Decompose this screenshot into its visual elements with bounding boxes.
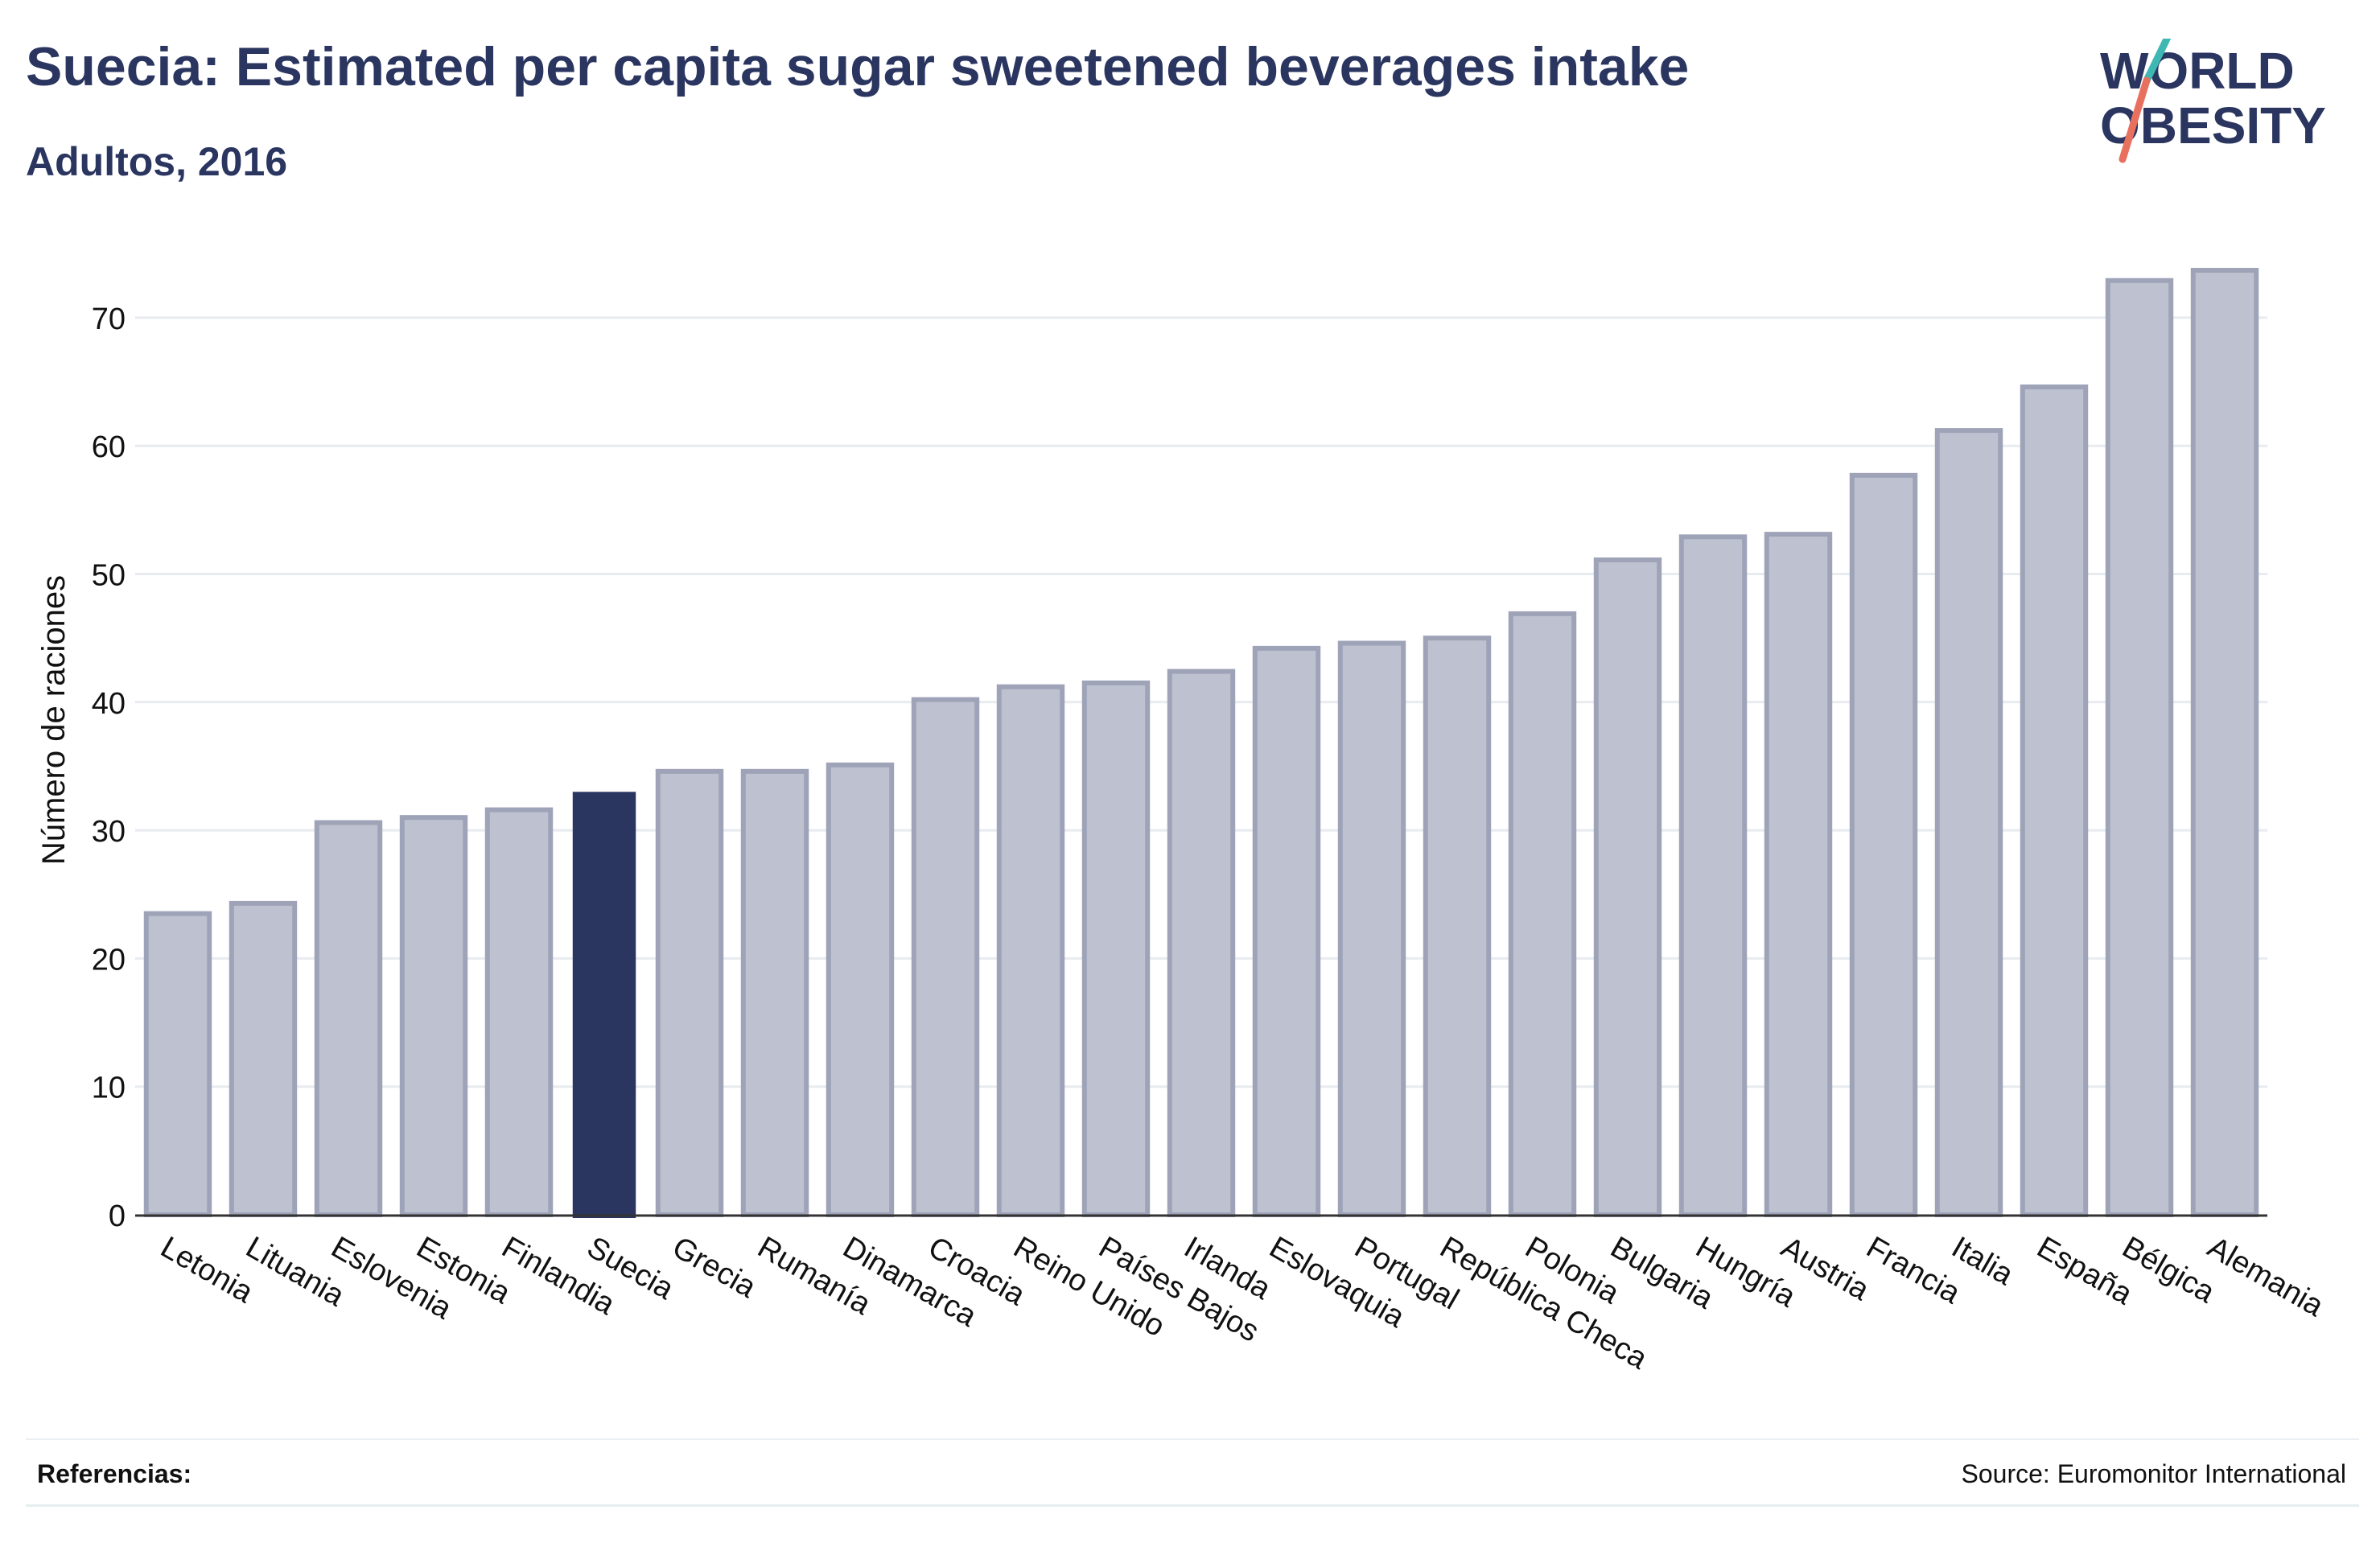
bar-suecia xyxy=(572,792,636,1218)
bar-finlandia xyxy=(484,807,554,1217)
bar-francia xyxy=(1849,472,1918,1217)
x-tick-label: España xyxy=(2032,1230,2139,1311)
logo-slash-coral-icon xyxy=(2119,76,2151,163)
bars xyxy=(143,267,2259,1218)
source-note: Source: Euromonitor International xyxy=(1961,1459,2346,1488)
y-axis-ticks: 0 10 20 30 40 50 60 70 xyxy=(92,302,126,1233)
footer-divider-top xyxy=(26,1438,2359,1440)
bar-bulgaria xyxy=(1593,557,1662,1217)
logo-slash-teal-icon xyxy=(2143,39,2172,84)
bar-grecia xyxy=(655,768,724,1217)
bar-irlanda xyxy=(1167,669,1236,1217)
bar-república-checa xyxy=(1423,636,1492,1217)
bar-letonia xyxy=(143,911,212,1218)
bar-dinamarca xyxy=(826,762,895,1217)
bar-estonia xyxy=(399,815,468,1217)
chart-title: Suecia: Estimated per capita sugar sweet… xyxy=(26,36,1690,97)
bar-bélgica xyxy=(2105,278,2174,1217)
world-obesity-logo: WORLD OBESITY xyxy=(2100,39,2326,163)
bar-países-bajos xyxy=(1081,680,1151,1217)
x-tick-label: Letonia xyxy=(155,1230,260,1310)
bar-alemania xyxy=(2190,267,2259,1218)
bar-lituania xyxy=(229,900,298,1217)
x-tick-label: Alemania xyxy=(2202,1230,2330,1323)
bar-eslovaquia xyxy=(1252,645,1321,1217)
x-tick-label: Grecia xyxy=(667,1230,763,1305)
bar-eslovenia xyxy=(314,820,383,1217)
x-tick-label: Francia xyxy=(1861,1230,1966,1310)
y-tick-label: 60 xyxy=(92,430,126,464)
y-tick-label: 30 xyxy=(92,815,126,849)
y-tick-label: 70 xyxy=(92,302,126,336)
bar-reino-unido xyxy=(996,684,1065,1217)
bar-polonia xyxy=(1508,611,1577,1217)
bar-austria xyxy=(1764,532,1833,1217)
references-label: Referencias: xyxy=(37,1459,192,1488)
y-axis-label: Número de raciones xyxy=(36,575,72,865)
bar-portugal xyxy=(1337,640,1406,1217)
x-axis-labels: LetoniaLituaniaEsloveniaEstoniaFinlandia… xyxy=(155,1230,2330,1376)
y-tick-label: 40 xyxy=(92,687,126,721)
bar-chart: 0 10 20 30 40 50 60 70 LetoniaLituaniaEslovenia… xyxy=(36,267,2330,1376)
bar-italia xyxy=(1934,428,2003,1217)
y-tick-label: 0 xyxy=(109,1199,126,1233)
logo-line1: WORLD xyxy=(2100,42,2295,100)
bar-españa xyxy=(2020,384,2089,1217)
y-tick-label: 20 xyxy=(92,943,126,977)
y-tick-label: 10 xyxy=(92,1072,126,1105)
chart-subtitle: Adultos, 2016 xyxy=(26,139,288,184)
x-tick-label: Bélgica xyxy=(2117,1230,2221,1310)
y-tick-label: 50 xyxy=(92,559,126,593)
bar-hungría xyxy=(1678,534,1748,1217)
bar-rumanía xyxy=(740,768,809,1217)
bar-croacia xyxy=(911,697,980,1217)
footer-divider-bottom xyxy=(26,1504,2359,1507)
x-tick-label: Lituania xyxy=(241,1230,351,1313)
